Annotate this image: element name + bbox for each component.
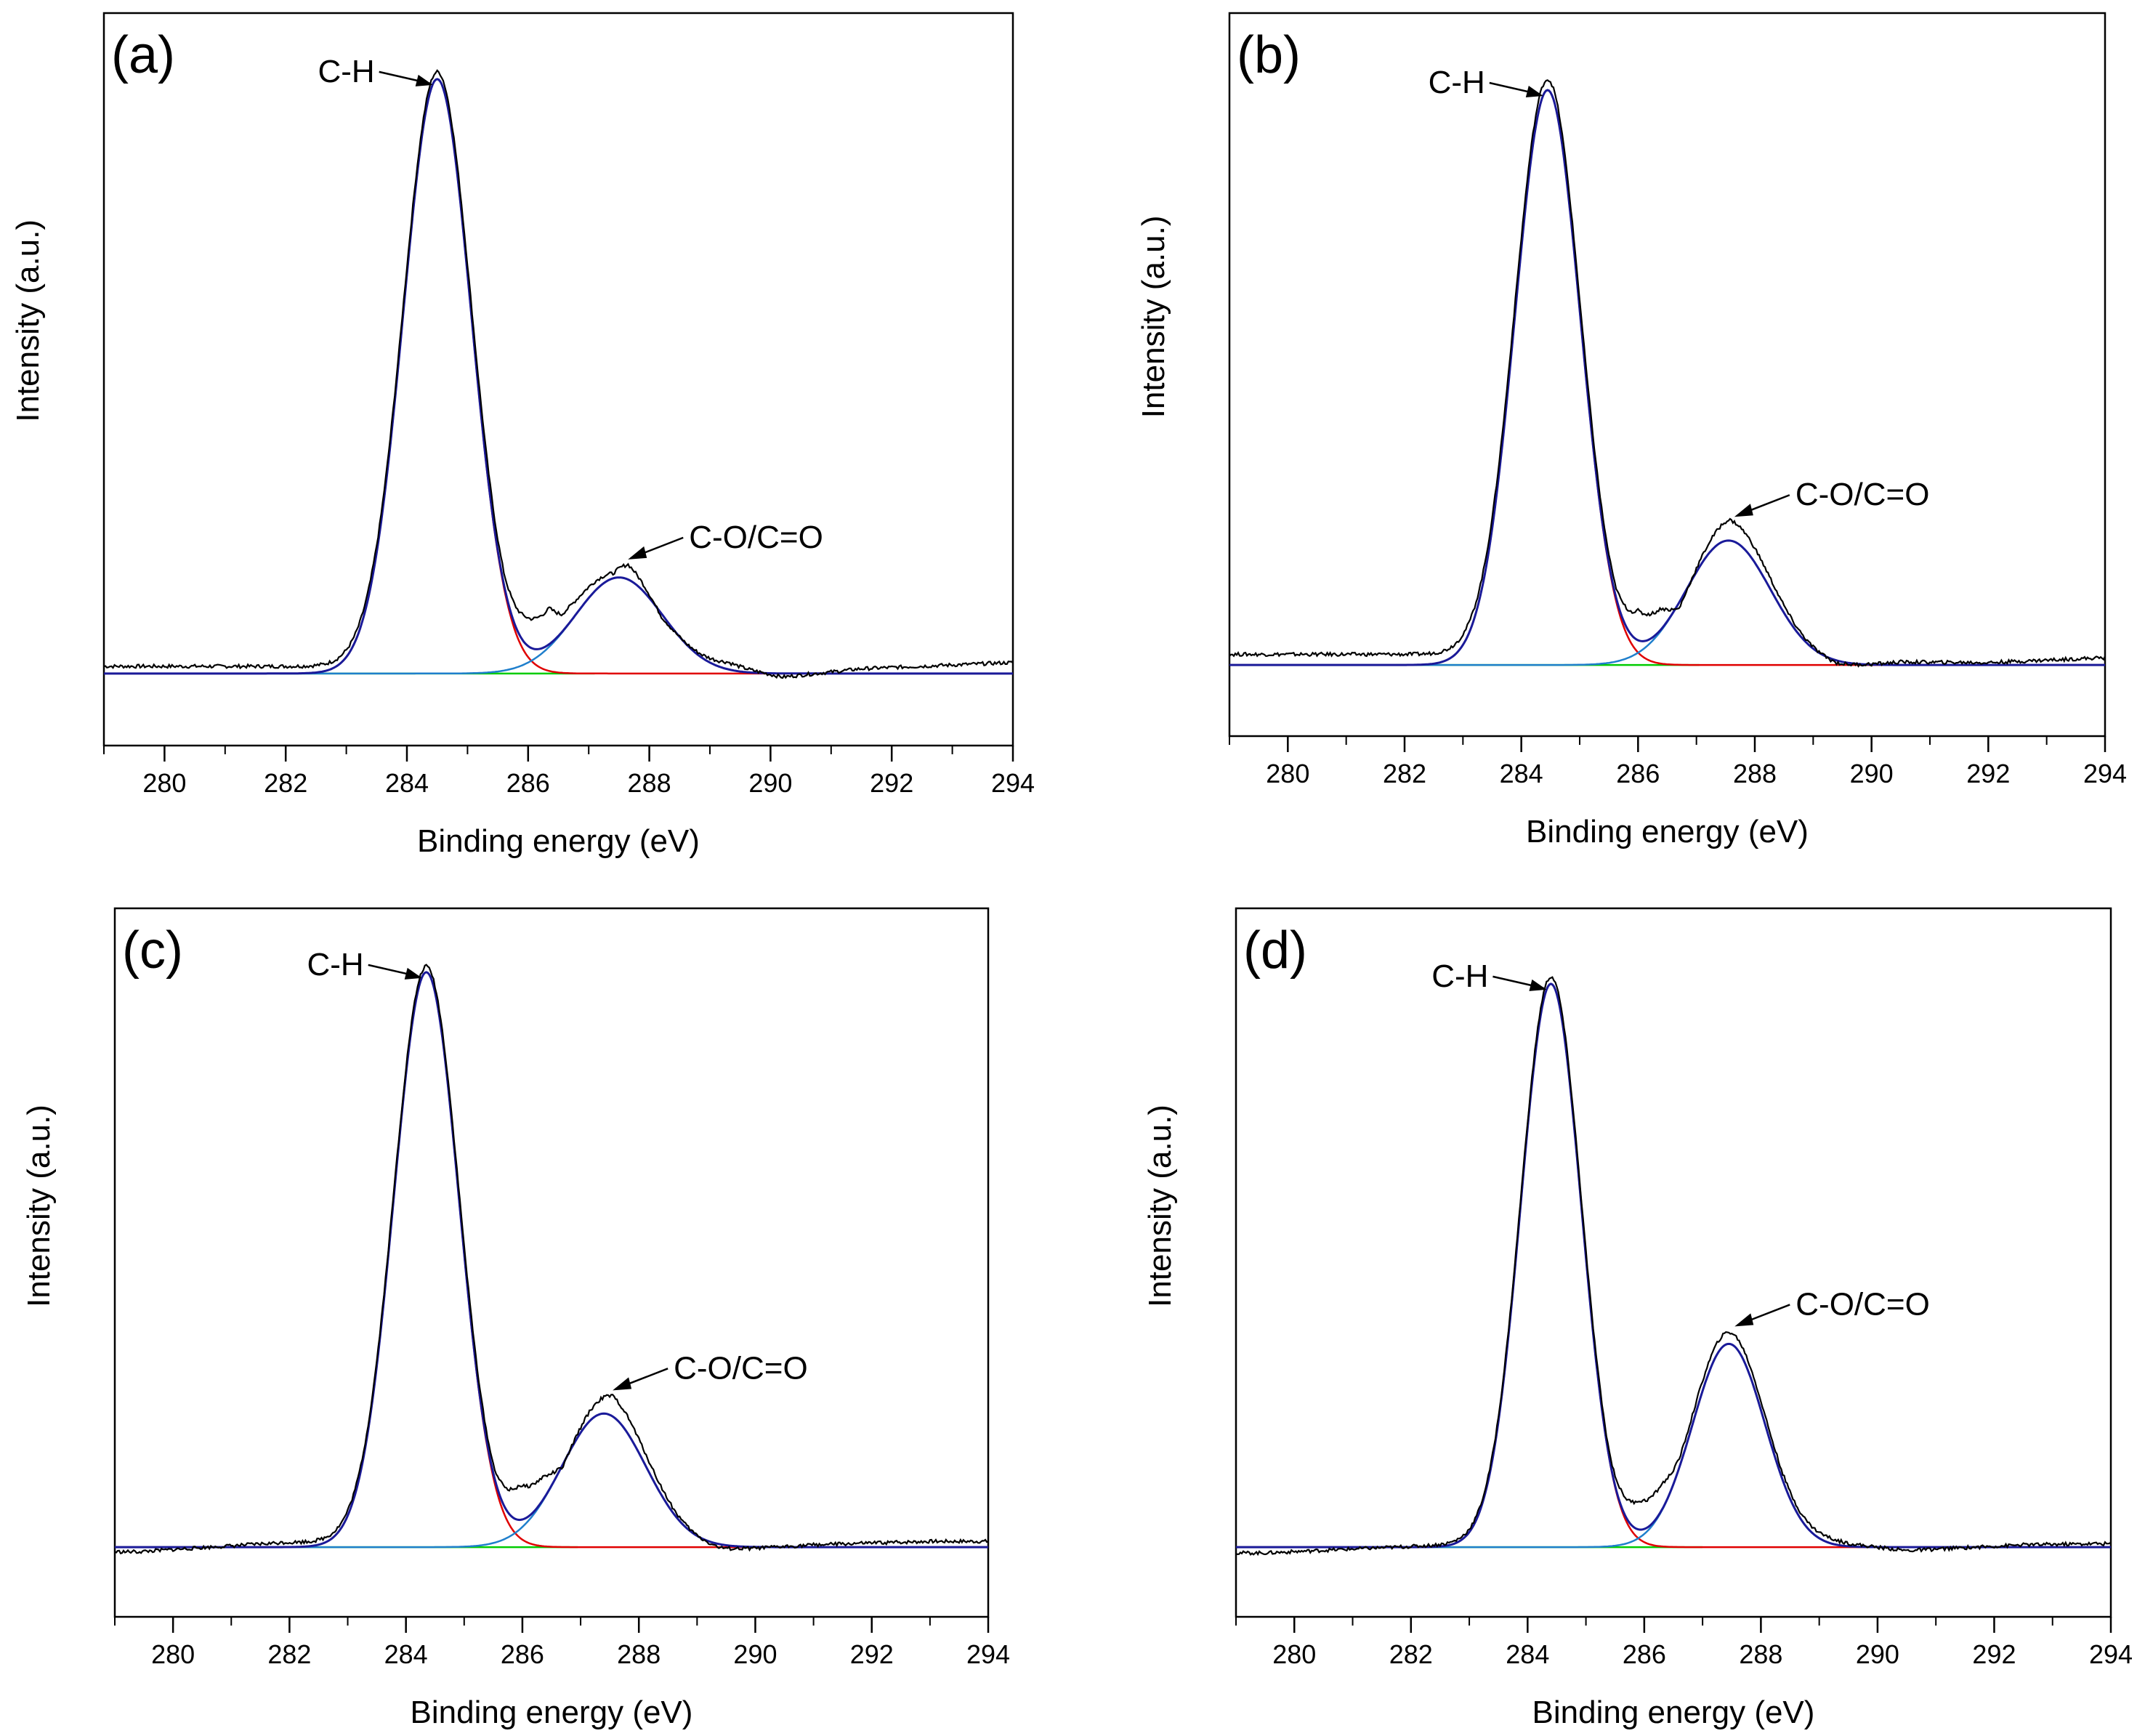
annotation-arrowhead <box>628 546 647 560</box>
series-ch-component <box>1229 89 2105 666</box>
peak-annotation: C-O/C=O <box>1795 1286 1930 1322</box>
annotation-arrowhead <box>1525 86 1543 98</box>
x-tick-label: 286 <box>1616 759 1660 788</box>
series-ch-component <box>104 78 1013 675</box>
x-tick-label: 290 <box>1850 759 1894 788</box>
annotation-arrowhead <box>613 1377 632 1391</box>
x-axis-title: Binding energy (eV) <box>417 823 700 859</box>
x-tick-label: 292 <box>870 768 913 798</box>
series-co-component <box>1229 539 2105 666</box>
x-tick-label: 292 <box>1972 1639 2016 1669</box>
series-co-component <box>115 1413 988 1549</box>
x-tick-label: 292 <box>1966 759 2010 788</box>
x-tick-label: 288 <box>1733 759 1777 788</box>
peak-annotation: C-H <box>1431 958 1488 994</box>
series-measured <box>114 964 989 1554</box>
y-axis-title: Intensity (a.u.) <box>21 1105 57 1307</box>
panel-label: (d) <box>1243 921 1307 980</box>
series-measured <box>1229 79 2106 668</box>
series-co-component <box>1236 1343 2111 1549</box>
x-tick-label: 294 <box>2089 1639 2133 1669</box>
peak-annotation: C-O/C=O <box>674 1350 808 1386</box>
plot-frame <box>113 907 990 1618</box>
x-tick-label: 284 <box>385 768 429 798</box>
x-tick-label: 282 <box>264 768 307 798</box>
x-tick-label: 288 <box>628 768 671 798</box>
annotation-arrowhead <box>404 967 422 980</box>
x-tick-label: 288 <box>1739 1639 1782 1669</box>
x-tick-label: 284 <box>384 1639 428 1669</box>
peak-annotation: C-H <box>1429 65 1485 100</box>
peak-annotation: C-O/C=O <box>689 520 823 555</box>
x-tick-label: 280 <box>1272 1639 1316 1669</box>
x-tick-label: 294 <box>966 1639 1010 1669</box>
series-envelope <box>1229 89 2105 666</box>
x-axis-title: Binding energy (eV) <box>1526 814 1809 849</box>
annotation-arrowhead <box>1734 504 1753 517</box>
panel-b: 280 282 284 286 288 290 292 294 Binding energy (… <box>1136 12 2127 849</box>
panel-label: (a) <box>111 26 175 84</box>
annotation-arrowhead <box>1734 1313 1754 1327</box>
x-axis-title: Binding energy (eV) <box>411 1695 693 1730</box>
series-envelope <box>104 78 1013 675</box>
peak-annotation: C-O/C=O <box>1795 477 1930 512</box>
x-tick-label: 294 <box>991 768 1035 798</box>
x-tick-label: 290 <box>1856 1639 1899 1669</box>
plot-frame <box>1235 907 2112 1618</box>
annotation-arrowhead <box>1529 979 1547 991</box>
x-tick-label: 286 <box>501 1639 544 1669</box>
panel-label: (b) <box>1237 26 1301 84</box>
series-ch-component <box>115 971 988 1549</box>
x-tick-label: 280 <box>151 1639 195 1669</box>
y-axis-title: Intensity (a.u.) <box>1142 1105 1178 1307</box>
panel-c: 280 282 284 286 288 290 292 294 Binding energy (… <box>21 907 1010 1730</box>
x-tick-label: 294 <box>2083 759 2127 788</box>
x-tick-label: 292 <box>850 1639 894 1669</box>
plot-frame <box>1228 12 2106 738</box>
series-co-component <box>104 576 1013 675</box>
x-axis-title: Binding energy (eV) <box>1532 1695 1815 1730</box>
x-tick-label: 290 <box>748 768 792 798</box>
x-tick-label: 282 <box>1383 759 1426 788</box>
y-axis-title: Intensity (a.u.) <box>10 219 46 422</box>
x-tick-label: 282 <box>1389 1639 1433 1669</box>
x-tick-label: 288 <box>617 1639 661 1669</box>
panel-d: 280 282 284 286 288 290 292 294 Binding energy (… <box>1142 907 2133 1730</box>
series-envelope <box>1236 982 2111 1549</box>
peak-annotation: C-H <box>307 947 364 982</box>
x-tick-label: 282 <box>267 1639 311 1669</box>
y-axis-title: Intensity (a.u.) <box>1136 216 1171 419</box>
x-tick-label: 290 <box>733 1639 777 1669</box>
plot-frame <box>102 12 1014 747</box>
panel-label: (c) <box>122 921 183 980</box>
series-envelope <box>115 971 988 1549</box>
series-measured <box>103 69 1014 679</box>
x-tick-label: 286 <box>1623 1639 1666 1669</box>
series-ch-component <box>1236 982 2111 1549</box>
x-tick-label: 280 <box>1266 759 1309 788</box>
annotation-arrowhead <box>415 74 433 86</box>
series-measured <box>1235 976 2112 1557</box>
x-tick-label: 284 <box>1500 759 1543 788</box>
panels: 280 282 284 286 288 290 292 294 Binding energy (… <box>10 12 2133 1730</box>
peak-annotation: C-H <box>318 54 374 89</box>
x-tick-label: 280 <box>142 768 186 798</box>
panel-a: 280 282 284 286 288 290 292 294 Binding energy (… <box>10 12 1035 859</box>
x-tick-label: 284 <box>1506 1639 1549 1669</box>
x-tick-label: 286 <box>506 768 550 798</box>
